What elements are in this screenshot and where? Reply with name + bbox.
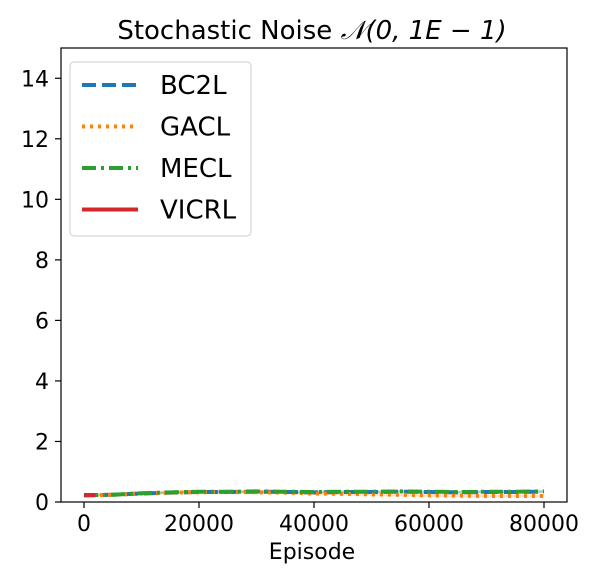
x-tick-label: 20000 [164, 512, 234, 537]
series-lines [83, 489, 545, 498]
x-axis-label: Episode [269, 540, 355, 565]
y-tick-label: 4 [35, 370, 49, 395]
chart-title-text: Stochastic Noise [117, 16, 340, 46]
series-line-mecl [83, 489, 545, 498]
x-tick-label: 0 [77, 512, 91, 537]
y-tick-label: 0 [35, 491, 49, 516]
legend-label-bc2l: BC2L [160, 71, 227, 101]
legend-label-vicrl: VICRL [160, 196, 237, 226]
legend: BC2L GACL MECL VICRL [69, 61, 252, 237]
y-tick-label: 6 [35, 309, 49, 334]
chart-title: Stochastic Noise 𝒩(0, 1E − 1) [117, 16, 506, 46]
chart-title-math: 𝒩(0, 1E − 1) [341, 16, 507, 46]
legend-label-mecl: MECL [160, 154, 232, 184]
legend-box [69, 61, 252, 237]
x-tick-label: 60000 [394, 512, 464, 537]
y-tick-label: 10 [21, 188, 49, 213]
y-tick-label: 12 [21, 128, 49, 153]
y-tick-label: 2 [35, 430, 49, 455]
x-tick-label: 40000 [279, 512, 349, 537]
legend-label-gacl: GACL [160, 113, 231, 143]
y-tick-label: 8 [35, 249, 49, 274]
x-axis: 0 20000 40000 60000 80000 [77, 502, 579, 537]
y-tick-label: 14 [21, 67, 49, 92]
y-axis: 0 2 4 6 8 10 12 14 [21, 67, 61, 516]
x-tick-label: 80000 [509, 512, 579, 537]
